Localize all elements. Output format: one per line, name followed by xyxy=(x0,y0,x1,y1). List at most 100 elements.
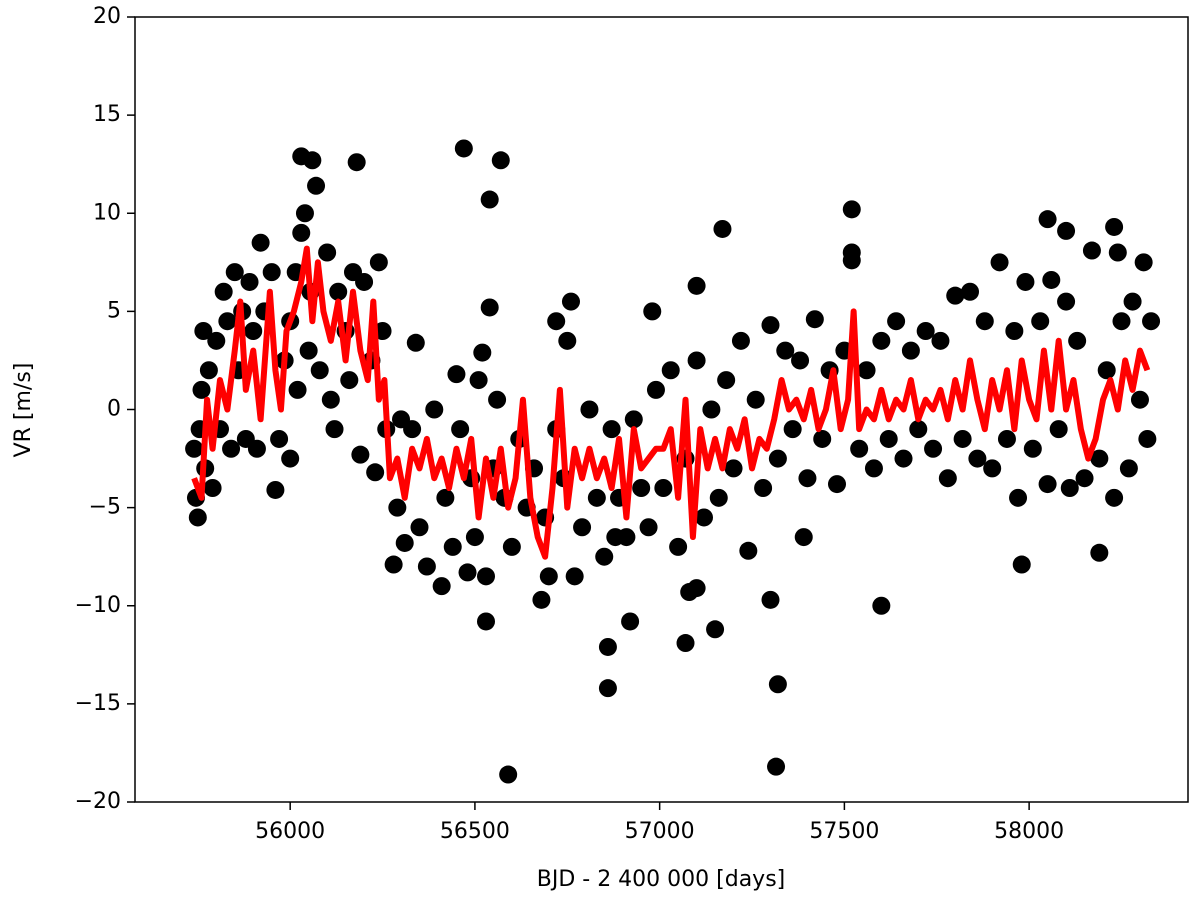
data-point xyxy=(199,361,218,380)
data-point xyxy=(502,537,521,556)
data-point xyxy=(767,757,786,776)
data-point xyxy=(321,390,340,409)
data-point xyxy=(639,518,658,537)
data-point xyxy=(369,253,388,272)
data-point xyxy=(262,263,281,282)
data-point xyxy=(480,298,499,317)
data-point xyxy=(403,420,422,439)
data-point xyxy=(454,139,473,158)
data-point xyxy=(532,590,551,609)
data-point xyxy=(1082,241,1101,260)
data-point xyxy=(587,488,606,507)
data-point xyxy=(879,429,898,448)
data-point xyxy=(1060,479,1079,497)
data-point xyxy=(1105,217,1124,236)
data-point xyxy=(746,390,765,409)
data-point xyxy=(432,577,451,596)
data-point xyxy=(791,351,810,370)
data-point xyxy=(1049,420,1068,439)
data-point xyxy=(798,469,817,488)
data-point xyxy=(983,459,1002,478)
data-point xyxy=(203,479,222,497)
data-point xyxy=(417,557,436,576)
data-point xyxy=(946,286,965,305)
data-point xyxy=(488,390,507,409)
data-point xyxy=(325,420,344,439)
data-point xyxy=(783,420,802,439)
data-point xyxy=(384,555,403,574)
data-point xyxy=(624,410,643,429)
data-point xyxy=(218,312,237,331)
data-point xyxy=(547,312,566,331)
y-tick-label: −5 xyxy=(89,495,121,520)
data-point xyxy=(355,272,374,291)
data-point xyxy=(643,302,662,321)
data-point xyxy=(1119,459,1138,478)
data-point xyxy=(1138,429,1157,448)
data-point xyxy=(598,679,617,698)
data-point xyxy=(580,400,599,419)
data-point xyxy=(990,253,1009,272)
data-point xyxy=(410,518,429,537)
plot-frame xyxy=(134,16,1189,803)
data-point xyxy=(761,590,780,609)
data-point xyxy=(207,331,226,350)
data-point xyxy=(458,563,477,582)
data-point xyxy=(1023,439,1042,458)
data-point xyxy=(469,371,488,390)
data-point xyxy=(447,365,466,384)
data-point xyxy=(1016,272,1035,291)
data-point xyxy=(480,190,499,209)
y-tick-label: 15 xyxy=(93,102,121,127)
data-point xyxy=(318,243,337,262)
data-point xyxy=(717,371,736,390)
data-point xyxy=(499,765,518,784)
data-point xyxy=(436,488,455,507)
data-point xyxy=(281,449,300,468)
data-point xyxy=(768,449,787,468)
data-point xyxy=(214,282,233,301)
data-point xyxy=(451,420,470,439)
data-point xyxy=(1097,361,1116,380)
data-point xyxy=(646,380,665,399)
data-point xyxy=(395,533,414,552)
data-point xyxy=(828,475,846,494)
data-point xyxy=(1068,331,1087,350)
data-point xyxy=(1042,270,1061,289)
y-tick-label: 0 xyxy=(107,397,121,422)
data-point xyxy=(724,459,743,478)
data-point xyxy=(894,449,913,468)
data-point xyxy=(477,612,495,631)
data-point xyxy=(1123,292,1142,311)
data-point xyxy=(340,371,359,390)
data-point xyxy=(303,151,322,170)
data-point xyxy=(565,567,584,586)
data-point xyxy=(1130,390,1149,409)
data-point xyxy=(1057,292,1076,311)
data-point xyxy=(606,528,625,547)
data-point xyxy=(794,528,813,547)
data-point xyxy=(1134,253,1153,272)
data-point xyxy=(270,429,289,448)
data-point xyxy=(1038,475,1057,494)
data-point xyxy=(595,547,614,566)
data-point xyxy=(864,459,883,478)
data-point xyxy=(1112,312,1131,331)
data-point xyxy=(188,508,207,527)
data-point xyxy=(473,343,492,362)
data-point xyxy=(225,263,244,282)
data-point xyxy=(739,541,758,560)
data-point xyxy=(307,176,326,195)
data-point xyxy=(768,675,787,694)
data-point xyxy=(251,233,270,252)
data-point xyxy=(288,380,307,399)
data-point xyxy=(813,429,832,448)
data-point xyxy=(266,480,285,499)
data-point xyxy=(366,463,385,482)
y-tick-label: −10 xyxy=(75,593,121,618)
data-point xyxy=(709,488,728,507)
data-point xyxy=(295,204,314,223)
data-point xyxy=(872,596,891,615)
data-point xyxy=(1031,312,1050,331)
data-point xyxy=(706,620,725,639)
